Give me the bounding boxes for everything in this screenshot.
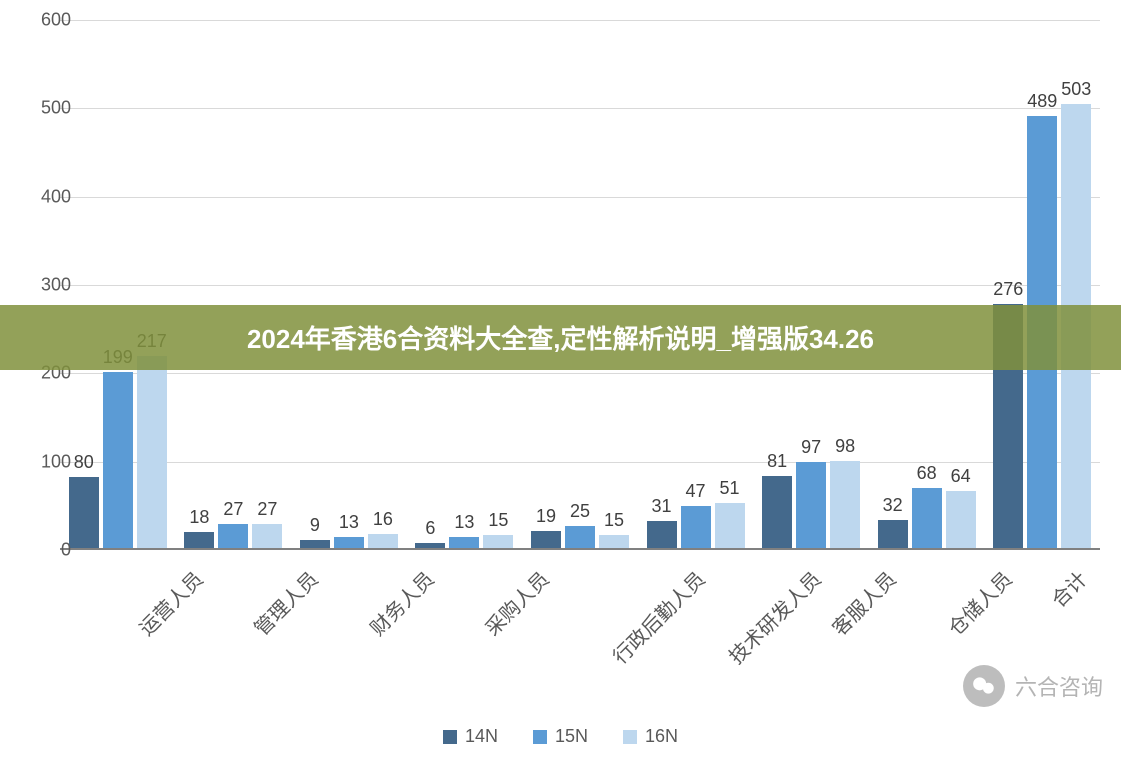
ytick-label: 100 <box>21 451 71 472</box>
legend-swatch <box>533 730 547 744</box>
bar-value-label: 13 <box>339 512 359 533</box>
xtick-label: 技术研发人员 <box>721 564 826 669</box>
bar <box>218 524 248 548</box>
bar <box>912 488 942 548</box>
legend: 14N 15N 16N <box>0 726 1121 747</box>
xtick-label: 管理人员 <box>247 564 324 641</box>
bar <box>300 540 330 548</box>
legend-item: 15N <box>533 726 588 747</box>
ytick-label: 400 <box>21 186 71 207</box>
xtick-label: 采购人员 <box>478 564 555 641</box>
bar <box>415 543 445 548</box>
xtick-label: 客服人员 <box>825 564 902 641</box>
overlay-banner: 2024年香港6合资料大全查,定性解析说明_增强版34.26 <box>0 305 1121 370</box>
bar <box>483 535 513 548</box>
watermark: 六合咨询 <box>963 665 1103 707</box>
bar-value-label: 81 <box>767 451 787 472</box>
bar <box>334 537 364 548</box>
bar-value-label: 18 <box>189 507 209 528</box>
bar <box>449 537 479 548</box>
bar-value-label: 80 <box>74 452 94 473</box>
bar <box>137 356 167 548</box>
bar-value-label: 25 <box>570 501 590 522</box>
bar-value-label: 27 <box>223 499 243 520</box>
gridline <box>60 197 1100 198</box>
chart-area: 8019921718272791316613151925153147518197… <box>60 20 1100 550</box>
bar-value-label: 19 <box>536 506 556 527</box>
bar <box>184 532 214 548</box>
bar <box>878 520 908 548</box>
legend-swatch <box>623 730 637 744</box>
bar-value-label: 32 <box>883 495 903 516</box>
legend-label: 15N <box>555 726 588 747</box>
bar-value-label: 51 <box>720 478 740 499</box>
bar-value-label: 489 <box>1027 91 1057 112</box>
bar <box>647 521 677 548</box>
gridline <box>60 373 1100 374</box>
banner-text: 2024年香港6合资料大全查,定性解析说明_增强版34.26 <box>247 319 874 356</box>
wechat-icon <box>963 665 1005 707</box>
gridline <box>60 108 1100 109</box>
bar-value-label: 6 <box>425 518 435 539</box>
xtick-label: 合计 <box>1044 564 1093 613</box>
bar-value-label: 64 <box>951 466 971 487</box>
xtick-label: 运营人员 <box>131 564 208 641</box>
bar <box>946 491 976 548</box>
bar <box>103 372 133 548</box>
bar-value-label: 13 <box>454 512 474 533</box>
bar-value-label: 47 <box>686 481 706 502</box>
bar <box>681 506 711 548</box>
legend-item: 14N <box>443 726 498 747</box>
ytick-label: 0 <box>21 540 71 561</box>
bar <box>715 503 745 548</box>
bar-value-label: 15 <box>604 510 624 531</box>
xtick-label: 仓储人员 <box>940 564 1017 641</box>
gridline <box>60 20 1100 21</box>
bar <box>599 535 629 548</box>
bar <box>762 476 792 548</box>
bar-value-label: 27 <box>257 499 277 520</box>
xtick-label: 财务人员 <box>362 564 439 641</box>
bar <box>531 531 561 548</box>
xtick-label: 行政后勤人员 <box>605 564 710 669</box>
ytick-label: 500 <box>21 98 71 119</box>
bar-value-label: 68 <box>917 463 937 484</box>
bar-value-label: 9 <box>310 515 320 536</box>
gridline <box>60 462 1100 463</box>
plot-area: 8019921718272791316613151925153147518197… <box>60 20 1100 550</box>
bar-value-label: 98 <box>835 436 855 457</box>
legend-item: 16N <box>623 726 678 747</box>
bar-value-label: 15 <box>488 510 508 531</box>
bar <box>368 534 398 548</box>
bar <box>830 461 860 548</box>
watermark-text: 六合咨询 <box>1015 670 1103 702</box>
bar-value-label: 276 <box>993 279 1023 300</box>
bar <box>252 524 282 548</box>
bar <box>69 477 99 548</box>
bar-value-label: 31 <box>652 496 672 517</box>
legend-label: 16N <box>645 726 678 747</box>
bar-value-label: 503 <box>1061 79 1091 100</box>
bar <box>796 462 826 548</box>
legend-label: 14N <box>465 726 498 747</box>
gridline <box>60 285 1100 286</box>
bar-value-label: 16 <box>373 509 393 530</box>
ytick-label: 300 <box>21 275 71 296</box>
bar <box>565 526 595 548</box>
ytick-label: 600 <box>21 10 71 31</box>
legend-swatch <box>443 730 457 744</box>
bar-value-label: 97 <box>801 437 821 458</box>
